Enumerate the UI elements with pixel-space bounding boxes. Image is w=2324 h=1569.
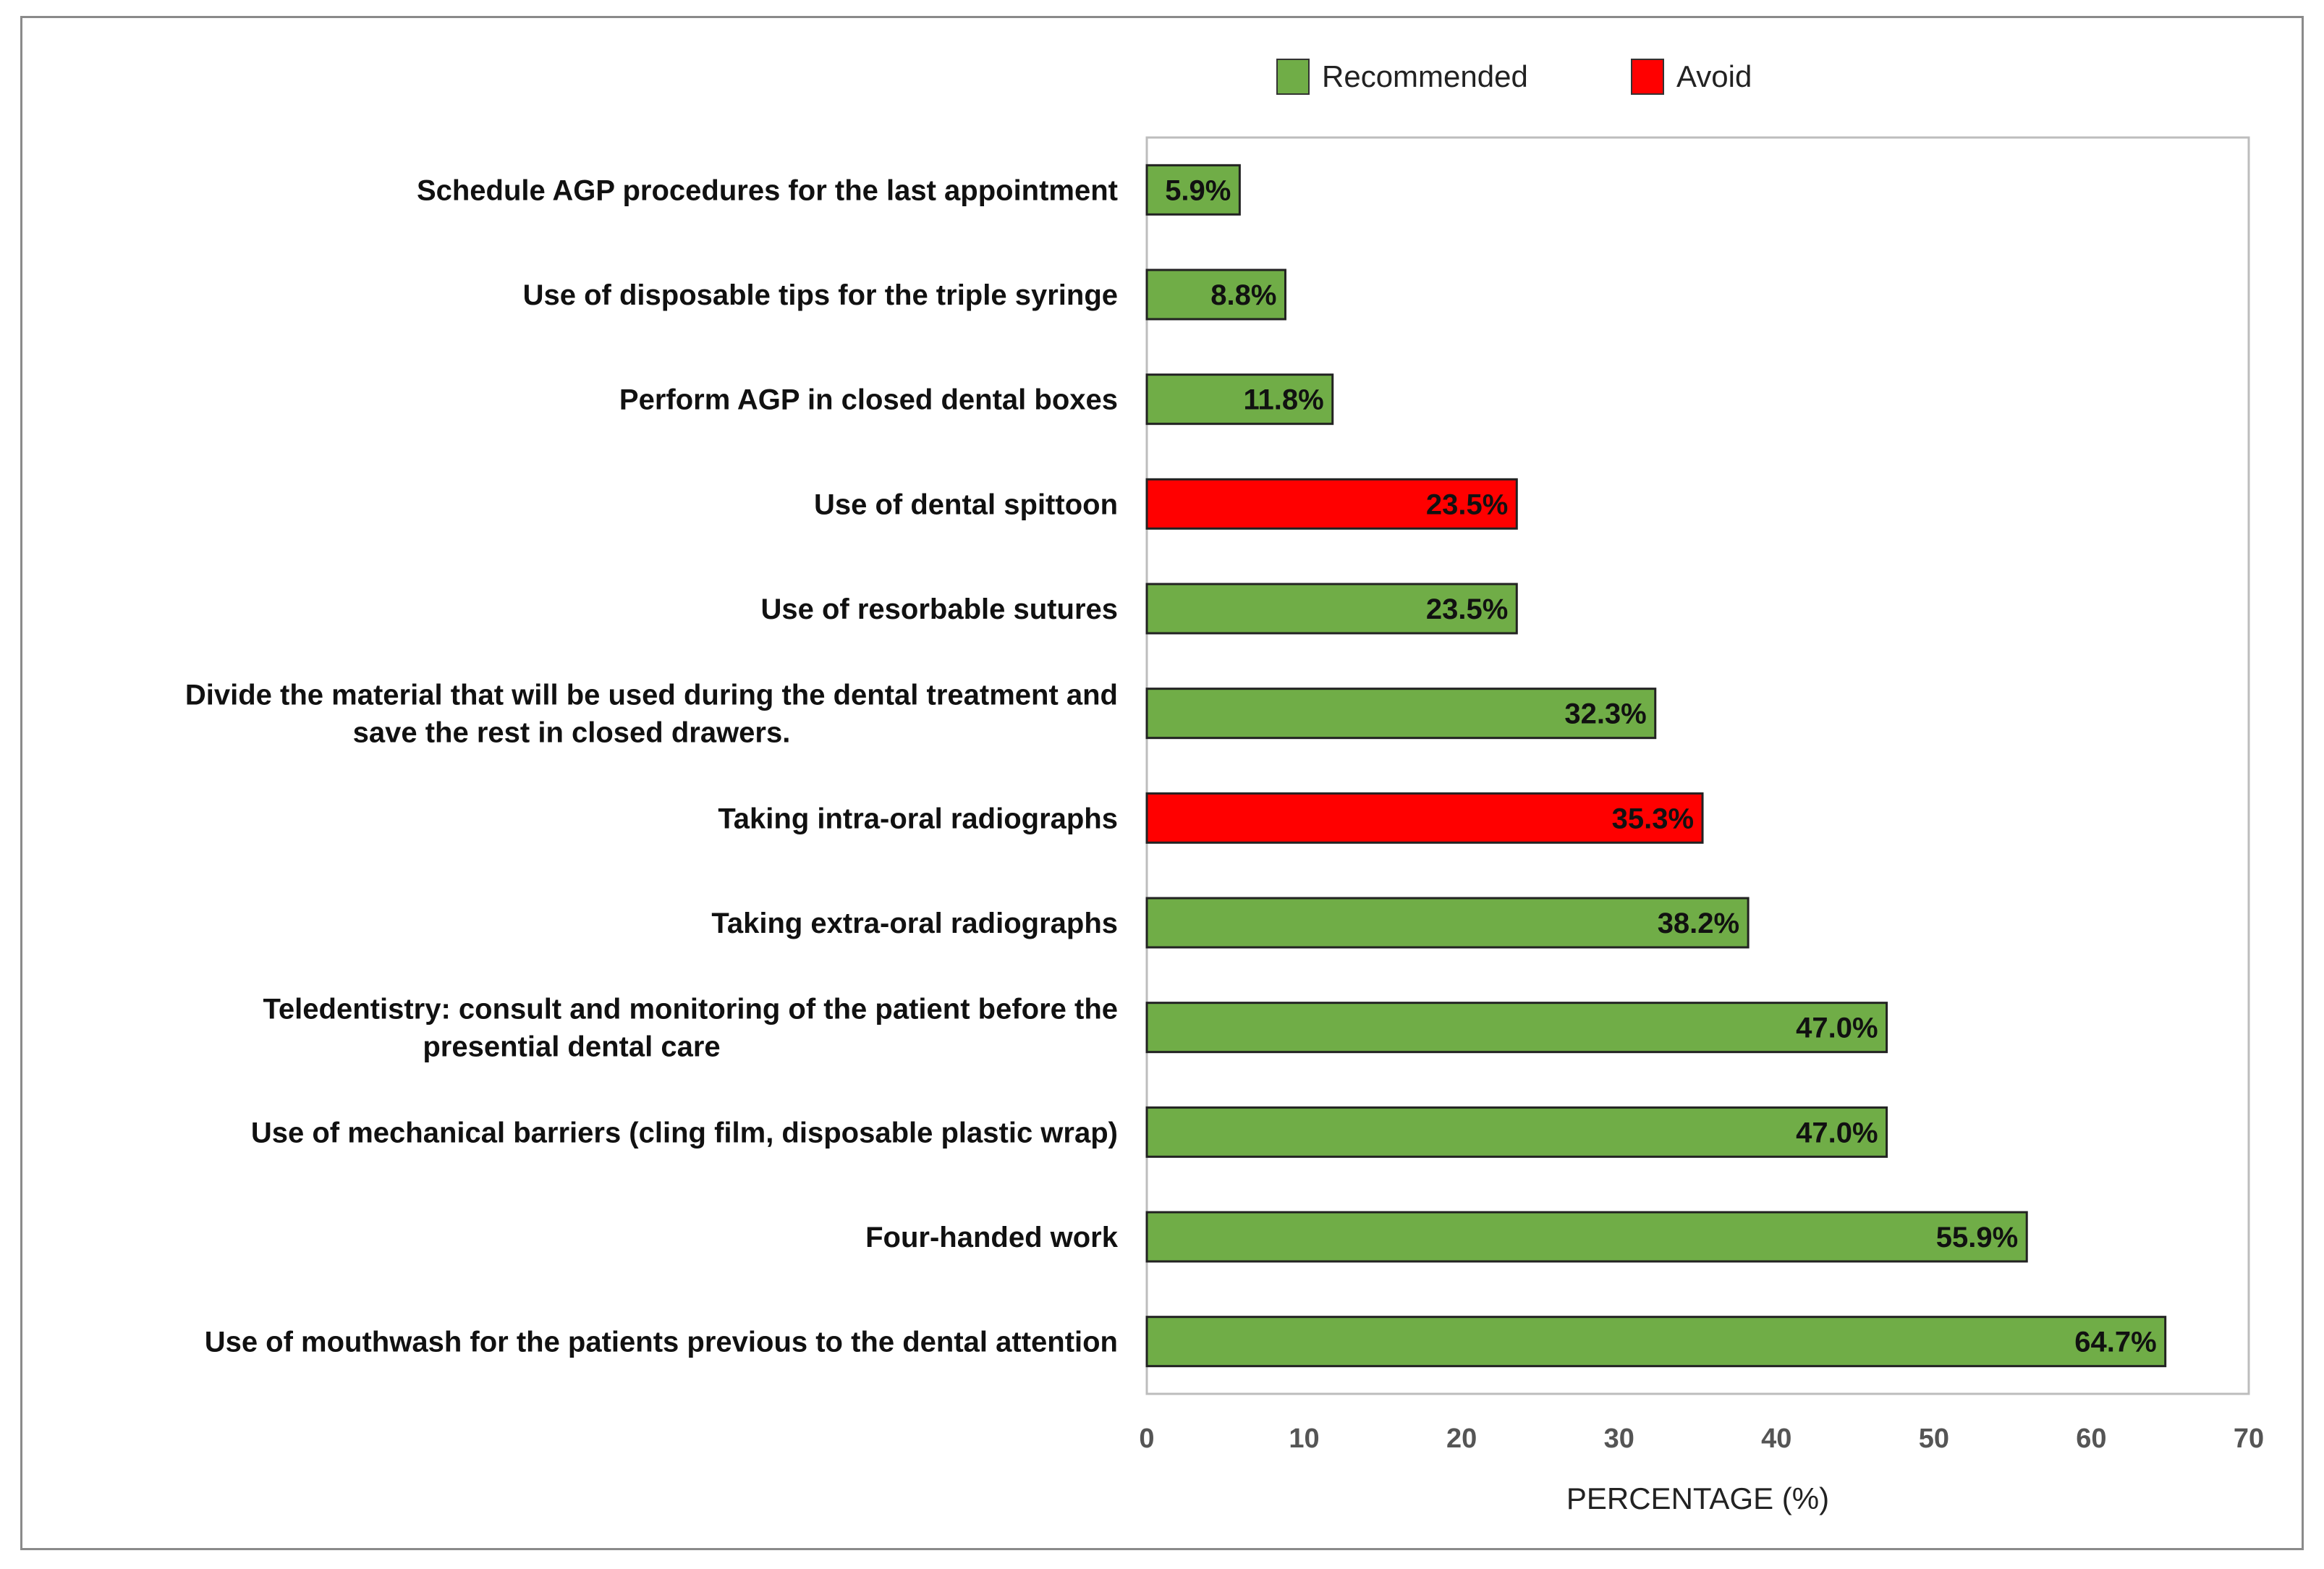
x-tick-label: 0 — [1139, 1424, 1154, 1454]
legend-swatch — [1631, 59, 1664, 95]
category-label: Taking extra-oral radiographs — [711, 908, 1118, 939]
value-label: 47.0% — [1796, 1012, 1878, 1044]
value-label: 23.5% — [1426, 489, 1508, 520]
x-tick-label: 20 — [1446, 1424, 1477, 1454]
category-label: Use of dental spittoon — [814, 489, 1118, 520]
bar — [1145, 688, 1657, 740]
value-label: 11.8% — [1244, 384, 1324, 416]
value-label: 38.2% — [1658, 908, 1739, 939]
bar — [1145, 268, 1286, 321]
value-label: 23.5% — [1426, 593, 1508, 625]
value-label: 47.0% — [1796, 1117, 1878, 1149]
x-tick-label: 60 — [2076, 1424, 2106, 1454]
category-label: Schedule AGP procedures for the last app… — [417, 174, 1118, 206]
legend-label: Avoid — [1676, 59, 1752, 93]
x-tick-label: 50 — [1919, 1424, 1949, 1454]
category-label: Teledentistry: consult and monitoring of… — [263, 994, 1118, 1025]
bar — [1145, 373, 1334, 426]
category-label: Four-handed work — [865, 1222, 1119, 1253]
bar — [1145, 792, 1704, 844]
category-label: Taking intra-oral radiographs — [718, 803, 1118, 834]
value-label: 64.7% — [2074, 1327, 2156, 1358]
value-label: 5.9% — [1165, 174, 1231, 206]
legend-label: Recommended — [1322, 59, 1528, 93]
category-label: Use of mechanical barriers (cling film, … — [251, 1117, 1118, 1149]
legend-swatch — [1276, 59, 1310, 95]
bar — [1145, 1316, 2167, 1368]
bar — [1145, 164, 1241, 216]
category-label: save the rest in closed drawers. — [353, 717, 791, 749]
bar — [1145, 478, 1518, 530]
value-label: 55.9% — [1936, 1222, 2018, 1253]
category-label: Use of mouthwash for the patients previo… — [205, 1327, 1118, 1358]
x-tick-label: 70 — [2234, 1424, 2264, 1454]
x-tick-label: 40 — [1761, 1424, 1791, 1454]
category-label: Use of disposable tips for the triple sy… — [523, 279, 1118, 311]
bar — [1145, 1211, 2028, 1263]
bar — [1145, 897, 1750, 949]
value-label: 32.3% — [1564, 698, 1646, 730]
category-label: presential dental care — [423, 1031, 720, 1063]
bar — [1145, 1002, 1888, 1054]
value-label: 35.3% — [1612, 803, 1694, 834]
x-tick-label: 10 — [1289, 1424, 1319, 1454]
x-tick-label: 30 — [1604, 1424, 1634, 1454]
bar — [1145, 1106, 1888, 1158]
plot-area — [1145, 136, 2250, 1395]
value-label: 8.8% — [1210, 279, 1276, 311]
category-label: Divide the material that will be used du… — [185, 680, 1118, 711]
x-axis-title: PERCENTAGE (%) — [1566, 1481, 1829, 1515]
category-label: Use of resorbable sutures — [761, 593, 1119, 625]
bar — [1145, 583, 1518, 635]
category-label: Perform AGP in closed dental boxes — [619, 384, 1118, 416]
